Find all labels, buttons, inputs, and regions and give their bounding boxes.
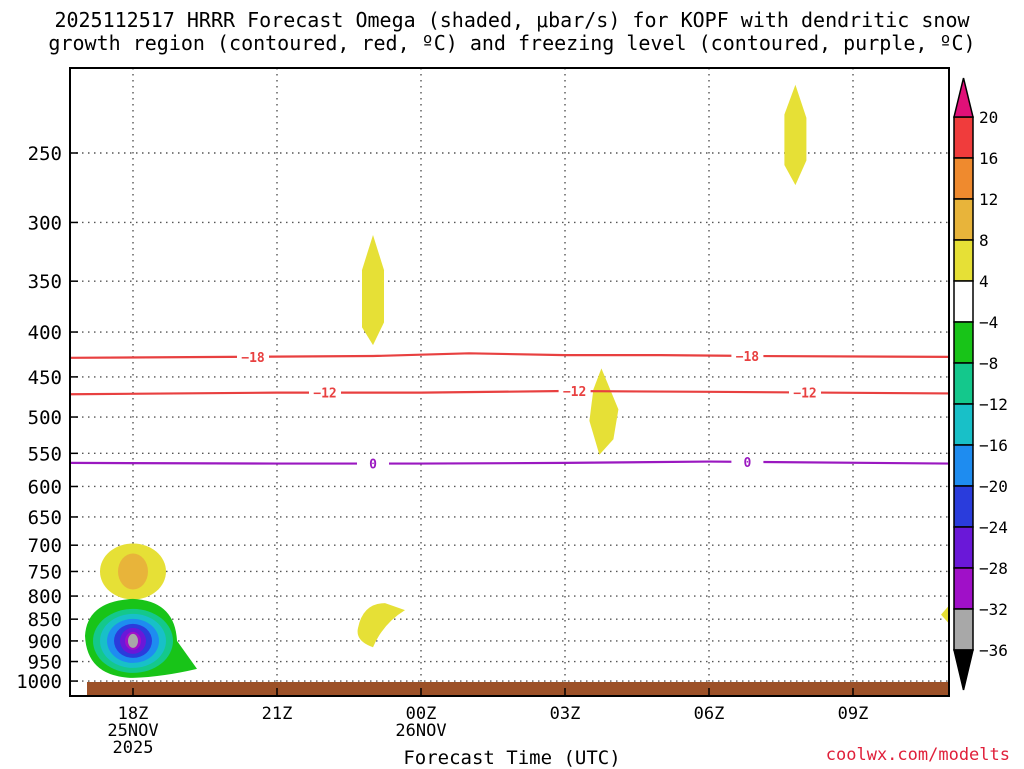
omega-blob-850 <box>357 603 405 648</box>
colorbar-label: 12 <box>979 190 998 209</box>
colorbar-label: −28 <box>979 559 1008 578</box>
colorbar-label: −16 <box>979 436 1008 455</box>
colorbar-label: 4 <box>979 272 989 291</box>
x-tick-label: 00Z <box>406 704 437 724</box>
colorbar-band <box>953 198 974 241</box>
contours: −18 −18 −12 −12 −12 0 0 <box>69 348 950 473</box>
plot-area <box>85 84 949 696</box>
colorbar-label: −24 <box>979 518 1008 537</box>
colorbar-band <box>953 485 974 528</box>
contour-label--12: −12 <box>793 386 816 401</box>
colorbar-label: 16 <box>979 149 998 168</box>
colorbar-band <box>953 321 974 364</box>
plot-frame <box>69 67 950 697</box>
grid <box>70 68 949 696</box>
omega-blob-350 <box>362 234 384 346</box>
omega-blob-750-inner <box>118 553 148 590</box>
contour-label-bg <box>789 385 821 400</box>
y-tick-label: 950 <box>28 652 62 674</box>
colorbar-label: 8 <box>979 231 989 250</box>
x-tick-sublabel: 2025 <box>113 738 154 758</box>
y-tick-label: 650 <box>28 507 62 529</box>
chart-title-line2: growth region (contoured, red, ºC) and f… <box>48 31 976 55</box>
colorbar-label: −20 <box>979 477 1008 496</box>
colorbar-band <box>953 116 974 159</box>
y-tick-label: 1000 <box>16 671 62 693</box>
contour-label-0: 0 <box>369 458 377 473</box>
y-tick-label: 350 <box>28 271 62 293</box>
colorbar-band <box>953 362 974 405</box>
contour-label-bg <box>309 385 341 400</box>
y-tick-label: 800 <box>28 586 62 608</box>
contour-label-0: 0 <box>743 456 751 471</box>
omega-blob-250 <box>784 84 807 186</box>
x-tick-label: 09Z <box>838 704 869 724</box>
contour-label--18: −18 <box>736 350 760 365</box>
colorbar-label: 20 <box>979 108 998 127</box>
colorbar-band <box>953 280 974 323</box>
contour-label--12: −12 <box>563 385 586 400</box>
colorbar-band <box>953 239 974 282</box>
contour--18 <box>69 352 950 359</box>
colorbar-band <box>953 403 974 446</box>
chart-title-line1: 2025112517 HRRR Forecast Omega (shaded, … <box>54 8 970 32</box>
contour--12 <box>69 389 950 396</box>
y-tick-label: 850 <box>28 609 62 631</box>
colorbar-band <box>953 526 974 569</box>
contour-label-bg <box>558 384 591 399</box>
omega-ring-core <box>128 633 138 648</box>
x-tick-label: 21Z <box>262 704 293 724</box>
y-tick-label: 900 <box>28 631 62 653</box>
colorbar-label: −8 <box>979 354 998 373</box>
x-tick-label: 18Z <box>118 704 149 724</box>
surface-terrain <box>87 682 949 696</box>
y-tick-label: 500 <box>28 407 62 429</box>
contour-label-bg <box>731 454 764 469</box>
x-tick-sublabel: 25NOV <box>107 721 158 741</box>
contour-label--12: −12 <box>313 387 336 402</box>
source-credit: coolwx.com/modelts <box>825 745 1010 765</box>
colorbar-label: −36 <box>979 641 1008 660</box>
contour-label-bg <box>731 348 764 363</box>
colorbar: 20 16 12 8 4 −4 −8 −12 −16 −20 −24 −28 −32 −36 <box>953 77 1008 691</box>
y-axis: 2503003504004505005506006507007508008509… <box>16 143 78 693</box>
x-axis-label: Forecast Time (UTC) <box>403 747 621 769</box>
y-tick-label: 300 <box>28 212 62 234</box>
contour-label--18: −18 <box>241 351 265 366</box>
colorbar-under-arrow <box>953 649 974 691</box>
colorbar-band <box>953 608 974 651</box>
colorbar-label: −4 <box>979 313 998 332</box>
omega-blob-500 <box>589 368 619 455</box>
y-tick-label: 450 <box>28 367 62 389</box>
x-tick-sublabel: 26NOV <box>395 721 446 741</box>
x-tick-label: 06Z <box>694 704 725 724</box>
colorbar-label: −12 <box>979 395 1008 414</box>
contour-0 <box>69 460 950 465</box>
y-tick-label: 400 <box>28 322 62 344</box>
colorbar-band <box>953 157 974 200</box>
y-tick-label: 700 <box>28 535 62 557</box>
colorbar-band <box>953 567 974 610</box>
contour-label-bg <box>357 456 389 471</box>
colorbar-band <box>953 444 974 487</box>
y-tick-label: 750 <box>28 561 62 583</box>
y-tick-label: 600 <box>28 476 62 498</box>
x-tick-label: 03Z <box>550 704 581 724</box>
y-tick-label: 550 <box>28 443 62 465</box>
colorbar-over-arrow <box>953 77 974 118</box>
contour-label-bg <box>237 349 269 364</box>
y-tick-label: 250 <box>28 143 62 165</box>
omega-blob-edge <box>941 605 949 624</box>
colorbar-label: −32 <box>979 600 1008 619</box>
